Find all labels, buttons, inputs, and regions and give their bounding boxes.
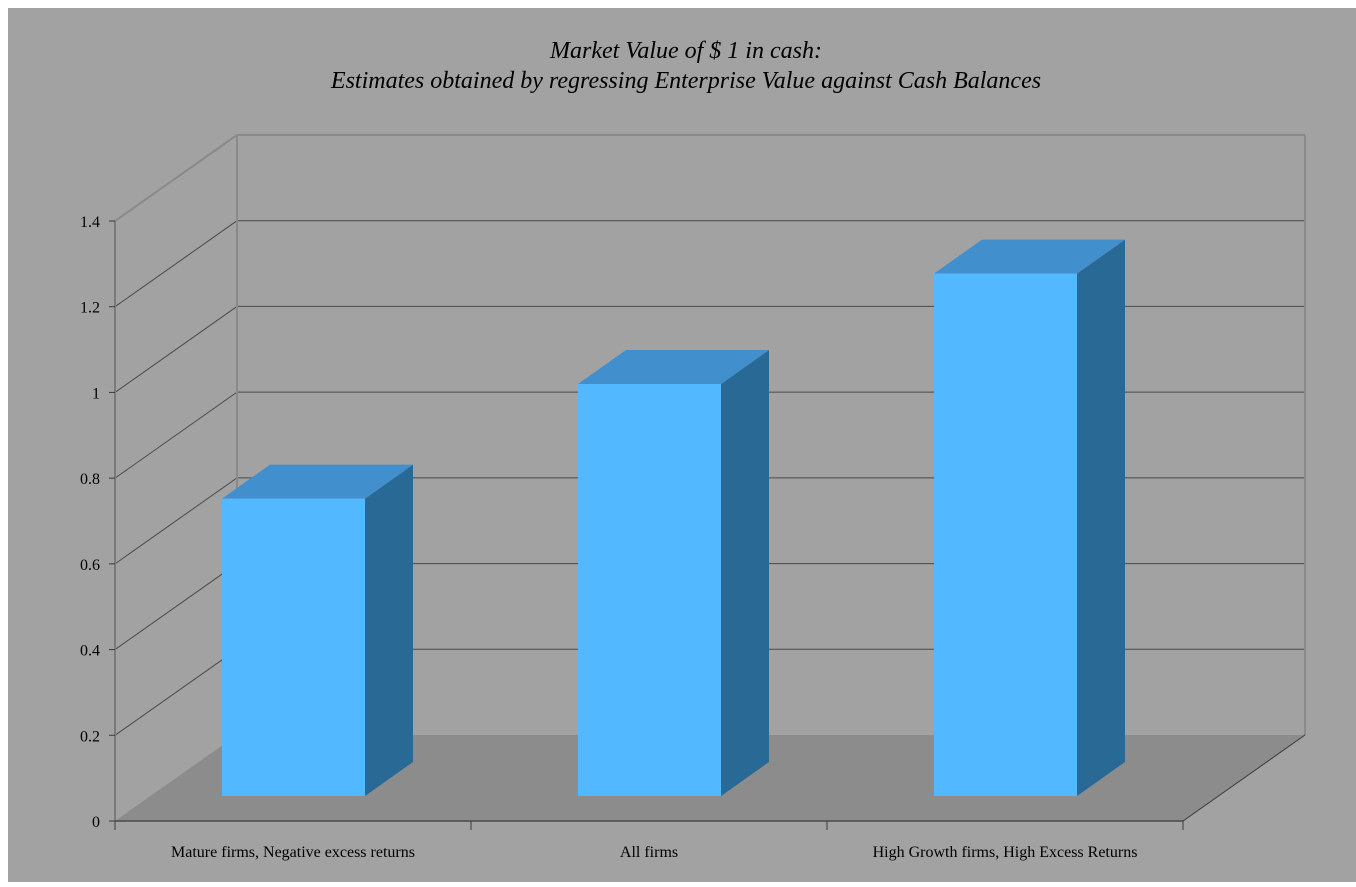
y-axis-tick-labels: 0 0.2 0.4 0.6 0.8 1 1.2 1.4: [80, 214, 100, 831]
chart-subtitle: Estimates obtained by regressing Enterpr…: [330, 68, 1041, 94]
bar-top-face: [222, 464, 413, 499]
x-category-label: Mature firms, Negative excess returns: [171, 844, 415, 861]
side-gridline: [114, 477, 238, 565]
bar-front-face: [578, 384, 721, 796]
floor-right-edge: [1182, 734, 1306, 822]
bar-front-face: [934, 273, 1077, 796]
side-gridline: [114, 648, 238, 736]
x-axis-category-labels: Mature firms, Negative excess returns All…: [171, 844, 1137, 861]
y-tick-label: 0.4: [80, 643, 100, 660]
y-tick-label: 1.4: [80, 214, 100, 231]
side-gridline: [114, 563, 238, 650]
chart-bars: [222, 239, 1125, 796]
y-tick-label: 1.2: [80, 300, 100, 317]
x-category-label: All firms: [620, 844, 678, 861]
y-tick-label: 1: [92, 385, 100, 402]
bar-side-face: [721, 350, 769, 796]
x-category-label: High Growth firms, High Excess Returns: [873, 844, 1138, 861]
y-tick-label: 0: [92, 814, 100, 831]
y-tick-label: 0.8: [80, 471, 100, 488]
side-wall-top-edge: [114, 134, 238, 222]
side-gridline: [114, 306, 238, 393]
chart-title: Market Value of $ 1 in cash:: [549, 38, 822, 64]
bar: [578, 350, 769, 796]
bar-top-face: [934, 239, 1125, 274]
y-tick-label: 0.2: [80, 728, 100, 745]
bar-top-face: [578, 350, 769, 384]
bar: [222, 464, 413, 796]
side-gridline: [114, 391, 238, 479]
side-gridline: [114, 220, 238, 308]
y-tick-label: 0.6: [80, 557, 100, 574]
chart-gridlines: [114, 134, 1306, 822]
bar-front-face: [222, 498, 365, 796]
chart-axes: [109, 220, 1184, 830]
bar: [934, 239, 1125, 796]
bar-side-face: [365, 464, 413, 796]
bar-side-face: [1077, 239, 1125, 796]
